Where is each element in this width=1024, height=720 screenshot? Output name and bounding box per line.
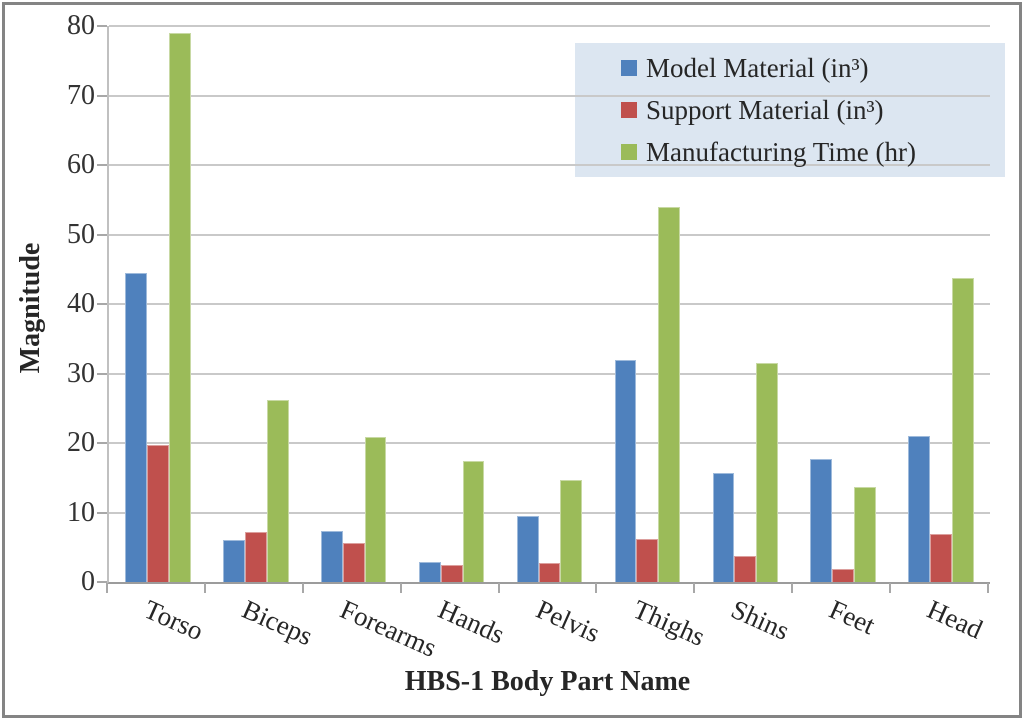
bar-torso-series2 (168, 32, 191, 582)
category-label-text: Head (922, 594, 988, 645)
bar-biceps-series2 (266, 399, 289, 582)
bar-shins-series2 (756, 363, 778, 582)
category-label: Pelvis (531, 594, 610, 648)
y-axis-tick-label: 60 (67, 149, 95, 180)
bar-feet-series2 (854, 486, 876, 582)
y-tick-mark (97, 164, 107, 166)
gridline (109, 511, 990, 514)
bar-head-series1 (930, 534, 952, 582)
bar-shins-series1 (734, 556, 757, 582)
bar-hands-series2 (462, 461, 485, 582)
legend-swatch-icon (621, 60, 637, 76)
y-axis-tick-label: 0 (81, 566, 95, 597)
category-label-text: Shins (727, 594, 795, 646)
bar-torso-series0 (125, 272, 148, 582)
gridline (109, 164, 990, 166)
gridline (109, 372, 990, 375)
bar-torso-series1 (147, 445, 169, 582)
x-tick-mark (889, 583, 892, 593)
gridline (109, 233, 990, 236)
bar-feet-series0 (810, 459, 833, 582)
legend-label: Support Material (in³) (646, 94, 884, 125)
legend-swatch-icon (621, 144, 637, 160)
bar-forearms-series0 (321, 530, 343, 582)
bar-pelvis-series1 (538, 563, 561, 582)
x-tick-mark (595, 583, 598, 593)
x-tick-mark (497, 583, 500, 593)
y-tick-mark (97, 25, 107, 27)
plot-area (107, 25, 990, 584)
category-label-text: Forearms (335, 594, 441, 663)
bar-thighs-series0 (614, 359, 637, 582)
x-tick-mark (987, 583, 989, 593)
y-tick-mark (97, 233, 107, 236)
y-axis-tick-label: 30 (67, 357, 95, 389)
bar-shins-series0 (712, 472, 735, 582)
x-tick-mark (203, 583, 206, 593)
y-tick-mark (97, 94, 107, 97)
legend-item: Support Material (in³) (621, 95, 1005, 126)
bar-feet-series1 (832, 568, 855, 582)
category-label: Feet (825, 594, 884, 640)
y-axis-tick-label: 70 (67, 79, 95, 111)
y-tick-mark (97, 372, 107, 375)
y-axis-tick-label: 50 (67, 218, 95, 250)
category-label-text: Biceps (237, 594, 317, 652)
category-label: Shins (727, 594, 799, 646)
x-axis-title: HBS-1 Body Part Name (404, 666, 691, 697)
y-axis-tick-label: 10 (67, 496, 95, 528)
y-tick-mark (97, 303, 107, 305)
legend-label: Manufacturing Time (hr) (646, 136, 916, 167)
bar-forearms-series2 (364, 437, 387, 582)
x-tick-mark (791, 583, 794, 593)
bar-biceps-series1 (244, 531, 267, 582)
bar-forearms-series1 (342, 543, 365, 582)
bar-head-series2 (951, 277, 974, 582)
gridline (109, 94, 990, 97)
bar-hands-series1 (440, 564, 463, 582)
category-label-text: Thighs (629, 594, 710, 652)
category-label-text: Hands (433, 594, 509, 650)
bar-thighs-series2 (658, 206, 681, 582)
y-tick-mark (97, 581, 107, 583)
legend: Model Material (in³) Support Material (in… (575, 43, 1005, 177)
category-label: Thighs (629, 594, 716, 652)
legend-swatch-icon (621, 102, 637, 118)
category-label: Torso (140, 594, 213, 646)
bar-pelvis-series2 (560, 479, 583, 582)
category-label-text: Feet (824, 594, 880, 641)
legend-item: Manufacturing Time (hr) (621, 137, 1005, 168)
category-label: Head (923, 594, 992, 645)
bar-hands-series0 (418, 561, 441, 582)
bar-thighs-series1 (636, 538, 659, 582)
gridline (109, 303, 990, 305)
category-label-text: Pelvis (531, 594, 604, 649)
y-axis-tick-label: 20 (67, 427, 95, 458)
legend-item: Model Material (in³) (621, 53, 1005, 84)
bar-pelvis-series0 (516, 515, 539, 582)
y-axis-tick-label: 40 (67, 288, 95, 319)
gridline (109, 25, 990, 27)
category-label-text: Torso (139, 594, 208, 647)
x-tick-mark (301, 583, 304, 593)
x-tick-mark (399, 583, 402, 593)
gridline (109, 442, 990, 444)
legend-background (575, 43, 1005, 177)
bar-head-series0 (908, 436, 931, 582)
bar-biceps-series0 (223, 539, 245, 582)
y-axis-tick-label: 80 (67, 10, 95, 41)
legend-label: Model Material (in³) (646, 52, 869, 83)
category-label: Hands (433, 594, 515, 649)
category-label: Biceps (238, 594, 324, 651)
y-tick-mark (97, 442, 107, 444)
y-tick-mark (97, 511, 107, 514)
x-tick-mark (693, 583, 696, 593)
x-tick-mark (106, 583, 108, 593)
